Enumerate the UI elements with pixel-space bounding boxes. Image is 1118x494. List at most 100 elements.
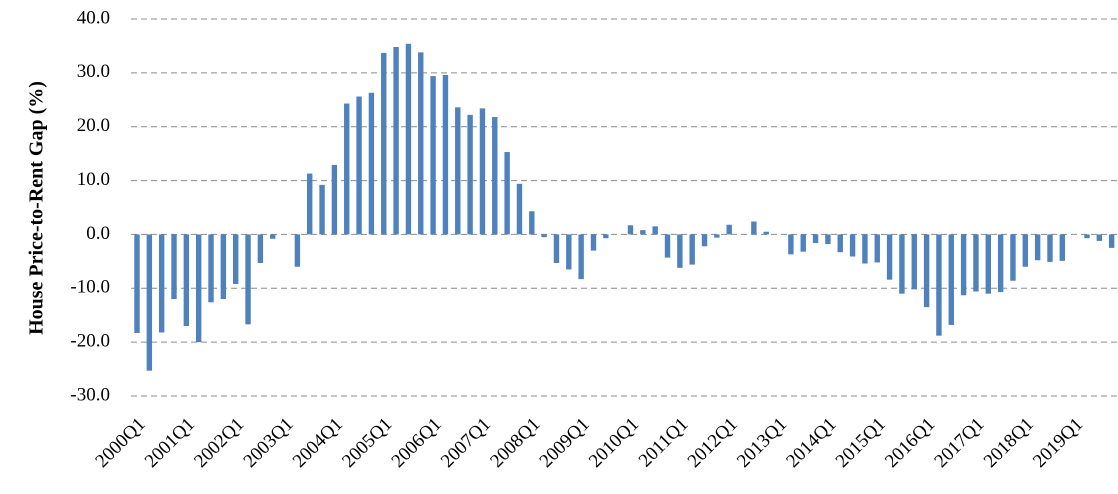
y-tick-label: -10.0 — [70, 277, 110, 298]
bar — [973, 234, 979, 292]
x-tick-label: 2003Q1 — [240, 414, 298, 472]
bar — [479, 108, 486, 235]
bar — [603, 234, 609, 239]
bar — [405, 43, 412, 235]
bar — [948, 234, 954, 325]
bar — [134, 234, 140, 333]
bar — [874, 234, 880, 263]
bar — [640, 230, 646, 235]
x-tick-label: 2018Q1 — [980, 414, 1038, 472]
bar — [455, 107, 461, 235]
x-tick-label: 2014Q1 — [782, 414, 840, 472]
bar — [1034, 234, 1041, 261]
bar — [146, 234, 153, 371]
bar — [590, 234, 597, 251]
bar — [911, 234, 917, 290]
bar — [862, 234, 868, 264]
bar — [1022, 234, 1028, 267]
x-tick-label: 2002Q1 — [190, 414, 248, 472]
y-tick-label: -30.0 — [70, 384, 110, 405]
bar — [788, 234, 794, 255]
x-tick-label: 2000Q1 — [91, 414, 149, 472]
bar — [1084, 234, 1090, 239]
bar — [825, 234, 831, 245]
bar — [294, 234, 301, 267]
bar — [393, 47, 399, 235]
bar — [837, 234, 843, 253]
bar — [800, 234, 806, 252]
bar — [183, 234, 190, 326]
x-tick-label: 2001Q1 — [141, 414, 199, 472]
bar — [677, 234, 683, 268]
bar — [307, 173, 313, 235]
bar — [319, 184, 325, 235]
x-tick-label: 2016Q1 — [881, 414, 939, 472]
bar — [492, 117, 498, 235]
bar — [504, 152, 510, 235]
bar — [553, 234, 560, 263]
bar — [430, 76, 436, 235]
bar — [195, 234, 202, 343]
bar — [1108, 234, 1115, 248]
y-tick-label: 10.0 — [77, 169, 110, 190]
y-axis-label: House Price-to-Rent Gap (%) — [26, 81, 48, 335]
x-tick-label: 2011Q1 — [635, 414, 693, 472]
x-tick-label: 2008Q1 — [486, 414, 544, 472]
bar — [751, 221, 757, 235]
bar — [344, 103, 350, 235]
bar — [985, 234, 991, 294]
x-tick-label: 2004Q1 — [289, 414, 347, 472]
bar — [714, 234, 720, 238]
x-tick-label: 2017Q1 — [930, 414, 988, 472]
bar — [726, 224, 732, 235]
bar — [529, 211, 535, 235]
bar — [257, 234, 264, 263]
bar — [886, 234, 893, 280]
bar — [578, 234, 584, 280]
x-tick-label: 2007Q1 — [437, 414, 495, 472]
bar — [516, 183, 523, 235]
x-tick-label: 2015Q1 — [832, 414, 890, 472]
bar — [467, 114, 473, 235]
bar — [1096, 234, 1103, 241]
bar — [997, 234, 1004, 293]
x-tick-label: 2012Q1 — [684, 414, 742, 472]
bar — [158, 234, 165, 333]
bar — [627, 225, 634, 235]
bar — [1010, 234, 1016, 281]
bar — [689, 234, 695, 265]
bar — [812, 234, 819, 244]
bar — [960, 234, 967, 296]
bar — [245, 234, 251, 325]
bar — [381, 52, 387, 235]
x-tick-label: 2010Q1 — [585, 414, 643, 472]
bar — [936, 234, 942, 336]
y-tick-label: 20.0 — [77, 115, 110, 136]
bar — [899, 234, 905, 294]
bar — [331, 164, 338, 235]
bar — [652, 226, 658, 235]
bar — [220, 234, 227, 300]
bar — [701, 234, 708, 247]
x-tick-label: 2006Q1 — [388, 414, 446, 472]
x-tick-label: 2005Q1 — [338, 414, 396, 472]
bar — [208, 234, 214, 303]
bar — [541, 234, 547, 238]
bar — [1059, 234, 1066, 261]
y-tick-label: 40.0 — [77, 7, 110, 28]
bar — [233, 234, 239, 284]
x-tick-label: 2019Q1 — [1029, 414, 1087, 472]
y-tick-label: 0.0 — [86, 223, 110, 244]
x-tick-label: 2013Q1 — [733, 414, 791, 472]
bar — [171, 234, 177, 300]
bar — [566, 234, 572, 270]
y-tick-label: 30.0 — [77, 61, 110, 82]
bar — [849, 234, 856, 257]
bar — [368, 92, 375, 235]
bar — [442, 75, 449, 235]
bar — [664, 234, 671, 258]
bar — [418, 52, 424, 235]
bar — [356, 96, 362, 235]
bar — [923, 234, 930, 308]
